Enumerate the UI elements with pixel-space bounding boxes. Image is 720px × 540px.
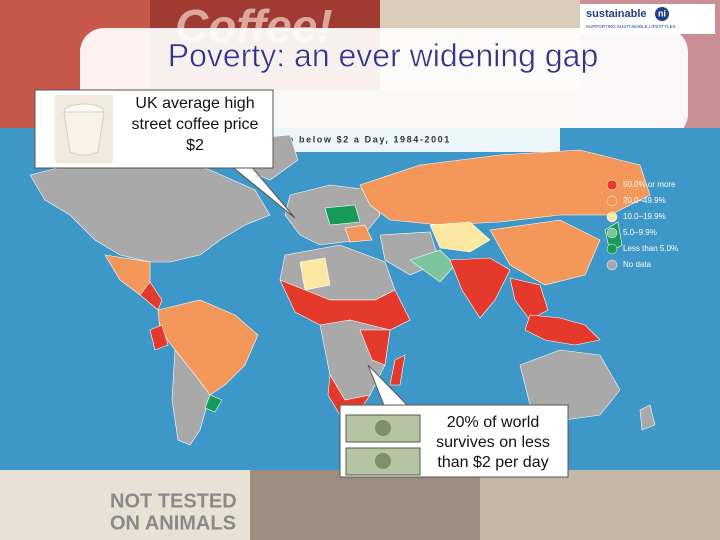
legend-label: 5.0–9.9% <box>623 228 657 237</box>
legend-swatch <box>606 211 618 223</box>
central-america <box>139 281 163 311</box>
legend-swatch <box>606 259 618 271</box>
dollar-bills-image <box>345 414 421 476</box>
callout-text: UK average high street coffee price $2 <box>132 95 259 154</box>
legend-label: 20.0–49.9% <box>623 196 666 205</box>
southeast-asia <box>509 277 549 321</box>
legend-label: Less than 5.0% <box>623 244 678 253</box>
poland <box>324 204 361 226</box>
callout-line: than $2 per day <box>437 454 548 471</box>
collage-tile <box>0 470 250 540</box>
china <box>489 219 601 286</box>
sahel <box>279 279 411 331</box>
algeria <box>299 257 331 291</box>
indonesia <box>524 314 601 346</box>
india <box>449 257 511 319</box>
legend: 50.0% or more 20.0–49.9% 10.0–19.9% 5.0–9.9… <box>606 179 678 271</box>
callout-line: 20% of world <box>447 414 540 431</box>
east-africa <box>359 329 391 366</box>
logo-suffix: ni <box>658 8 666 18</box>
background-text: ON ANIMALS <box>110 512 236 534</box>
collage-tile <box>480 470 720 540</box>
logo-box <box>580 4 715 34</box>
balkans <box>344 224 373 243</box>
legend-label: 10.0–19.9% <box>623 212 666 221</box>
new-zealand <box>639 404 656 431</box>
legend-label: 50.0% or more <box>623 180 676 189</box>
callout-line: $2 <box>186 137 204 154</box>
logo-name: sustainable <box>586 8 647 20</box>
bill-portrait <box>375 453 391 469</box>
background-text: NOT TESTED <box>110 490 237 512</box>
callout-line: survives on less <box>436 434 550 451</box>
land <box>29 134 656 446</box>
andes <box>149 324 169 351</box>
bill <box>345 447 421 476</box>
legend-swatch <box>606 195 618 207</box>
bill-portrait <box>375 420 391 436</box>
map-title: tion below $2 a Day, 1984-2001 <box>272 134 451 144</box>
madagascar <box>389 354 406 386</box>
callout-text: 20% of world survives on less than $2 per … <box>436 414 550 471</box>
coffee-cup-image <box>55 95 113 163</box>
south-america <box>157 299 259 396</box>
kazakhstan <box>429 221 491 253</box>
legend-swatch <box>606 243 618 255</box>
callout-line: UK average high <box>135 95 254 112</box>
logo-dot <box>655 7 669 21</box>
legend-swatch <box>606 179 618 191</box>
slide-title: Poverty: an ever widening gap <box>168 37 598 73</box>
collage-tile <box>250 470 480 540</box>
callout-line: street coffee price <box>132 116 259 133</box>
uruguay <box>204 394 223 413</box>
logo-tagline: SUPPORTING SUSTAINABLE LIFESTYLES <box>586 24 676 29</box>
legend-swatch <box>606 227 618 239</box>
cup-body <box>63 111 105 156</box>
southern-cone <box>171 349 211 446</box>
legend-label: No data <box>623 260 652 269</box>
